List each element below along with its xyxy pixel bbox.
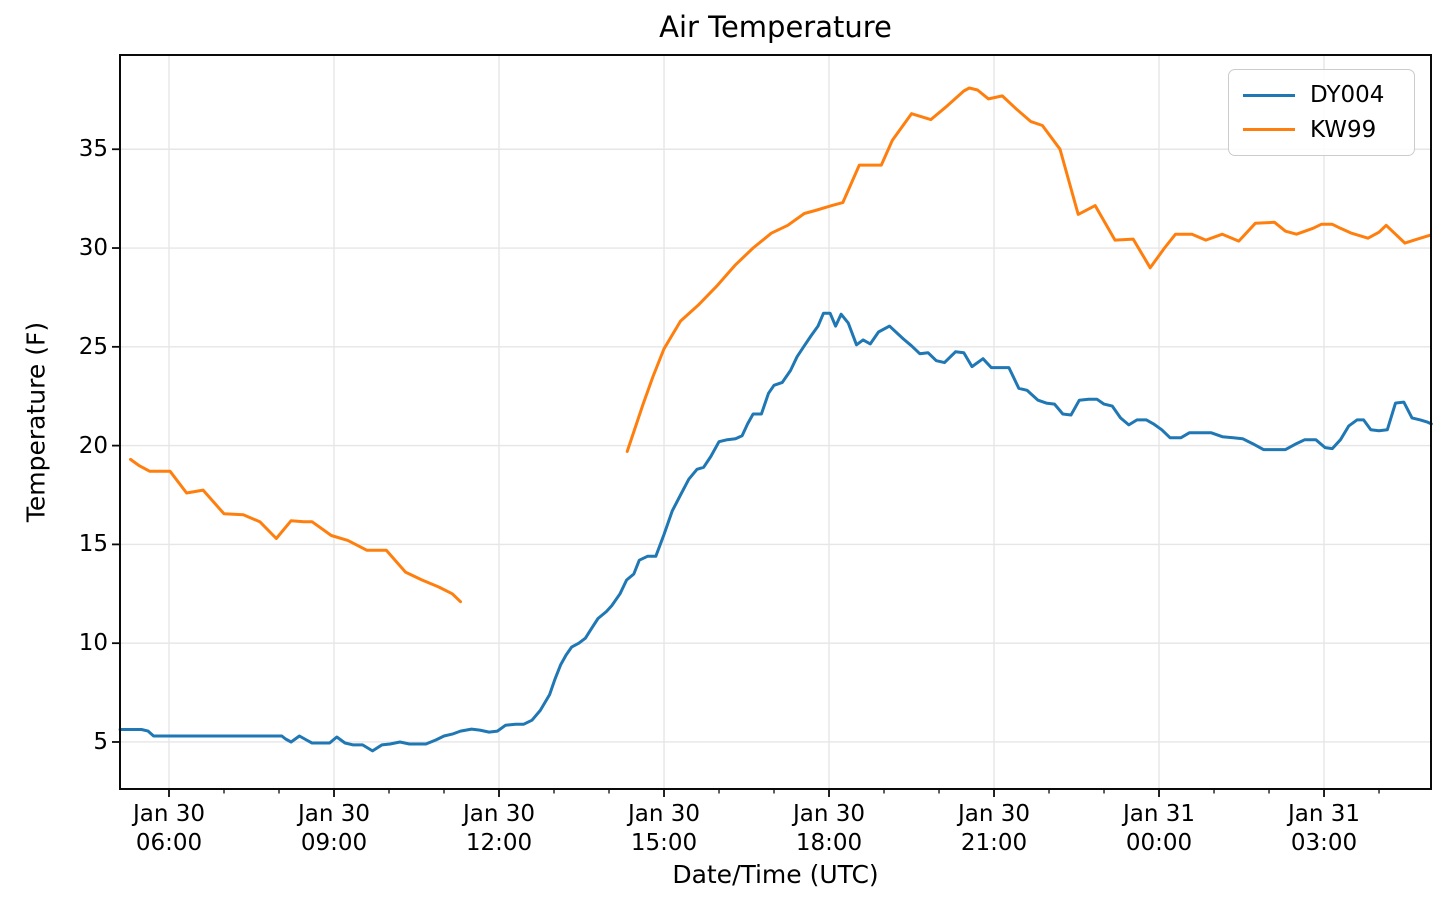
x-axis-label: Date/Time (UTC) (672, 860, 879, 889)
series-line-kw99 (625, 86, 1432, 453)
y-tick-label: 20 (78, 432, 108, 459)
legend-label-kw99: KW99 (1310, 116, 1377, 143)
legend: DY004 KW99 (1228, 69, 1415, 156)
y-tick-label: 30 (78, 235, 108, 262)
x-tick-label: Jan 30 18:00 (792, 801, 866, 856)
x-tick-label: Jan 30 06:00 (132, 801, 206, 856)
legend-line-sample-dy004 (1243, 93, 1295, 97)
series-line-dy004 (118, 311, 1433, 753)
chart-title: Air Temperature (659, 10, 892, 44)
x-tick-label: Jan 31 00:00 (1122, 801, 1196, 856)
legend-item-dy004: DY004 (1243, 82, 1400, 108)
y-tick-label: 35 (78, 136, 108, 163)
x-tick-label: Jan 30 21:00 (957, 801, 1031, 856)
x-tick-label: Jan 30 12:00 (462, 801, 536, 856)
legend-line-sample-kw99 (1243, 128, 1295, 132)
legend-label-dy004: DY004 (1310, 82, 1385, 109)
legend-item-kw99: KW99 (1243, 117, 1400, 143)
x-tick-label: Jan 31 03:00 (1287, 801, 1361, 856)
series-line-kw99 (129, 457, 462, 604)
x-tick-label: Jan 30 09:00 (297, 801, 371, 856)
y-tick-label: 15 (78, 531, 108, 558)
y-tick-label: 5 (93, 728, 108, 755)
x-tick-label: Jan 30 15:00 (627, 801, 701, 856)
y-tick-label: 25 (78, 333, 108, 360)
axes-spines (119, 54, 1432, 790)
y-tick-label: 10 (78, 630, 108, 657)
